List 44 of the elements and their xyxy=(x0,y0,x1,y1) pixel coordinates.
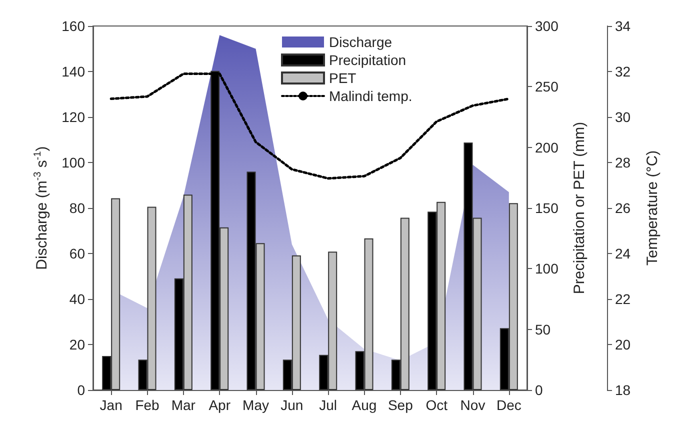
x-tick-label: Dec xyxy=(496,397,522,413)
y3-tick-label: 22 xyxy=(615,291,631,307)
y3-tick-label: 20 xyxy=(615,336,631,352)
y-tick-label: 80 xyxy=(69,200,86,216)
y2-axis-title: Precipitation or PET (mm) xyxy=(571,122,588,294)
x-tick-label: Oct xyxy=(426,397,448,413)
y-tick-label: 120 xyxy=(62,109,86,125)
y-tick-label: 20 xyxy=(69,336,86,352)
x-tick-label: Apr xyxy=(208,397,231,413)
y-axis-title: Discharge (m-3 s-1) xyxy=(32,146,50,270)
legend-label: Malindi temp. xyxy=(329,88,412,104)
y2-tick-label: 150 xyxy=(535,200,559,216)
y3-tick-label: 26 xyxy=(615,200,631,216)
x-tick-label: Feb xyxy=(135,397,160,413)
y-tick-label: 40 xyxy=(69,291,86,307)
y3-tick-label: 24 xyxy=(615,246,631,262)
legend-label: PET xyxy=(329,70,357,86)
y-tick-label: 100 xyxy=(62,154,86,170)
y2-tick-label: 300 xyxy=(535,18,559,34)
legend-label: Discharge xyxy=(329,34,392,50)
x-tick-label: Jun xyxy=(280,397,304,413)
y3-tick-label: 34 xyxy=(615,18,631,34)
y2-tick-label: 50 xyxy=(535,321,551,338)
y-tick-label: 140 xyxy=(62,64,86,80)
x-tick-label: Sep xyxy=(388,397,414,413)
y3-axis-title: Temperature (°C) xyxy=(644,150,661,266)
x-tick-label: Aug xyxy=(352,397,377,413)
x-tick-label: May xyxy=(242,397,269,413)
y3-tick-label: 28 xyxy=(615,154,631,170)
legend-label: Precipitation xyxy=(329,52,406,68)
y3-tick-label: 32 xyxy=(615,64,631,80)
y2-tick-label: 0 xyxy=(535,382,543,398)
x-tick-label: Nov xyxy=(460,397,486,413)
y2-tick-label: 100 xyxy=(535,260,559,277)
x-tick-label: Jan xyxy=(100,397,122,413)
y3-tick-label: 30 xyxy=(615,109,631,125)
y2-tick-label: 200 xyxy=(535,139,559,156)
y-tick-label: 160 xyxy=(62,18,86,34)
y-tick-label: 60 xyxy=(69,246,86,262)
y3-tick-label: 18 xyxy=(615,382,631,398)
x-tick-label: Mar xyxy=(171,397,196,413)
x-tick-label: Jul xyxy=(319,397,338,413)
y2-tick-label: 250 xyxy=(535,78,559,95)
y-tick-label: 0 xyxy=(77,382,86,398)
